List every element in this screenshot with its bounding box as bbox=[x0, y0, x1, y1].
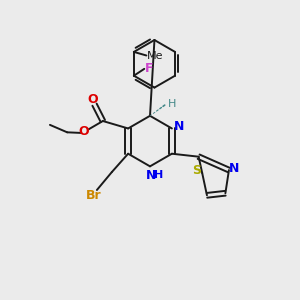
Text: O: O bbox=[78, 125, 88, 138]
Text: N: N bbox=[174, 120, 184, 133]
Text: H: H bbox=[154, 170, 163, 180]
Text: Br: Br bbox=[86, 189, 102, 202]
Text: O: O bbox=[88, 93, 98, 106]
Text: S: S bbox=[192, 164, 201, 177]
Text: N: N bbox=[146, 169, 157, 182]
Text: N: N bbox=[229, 162, 239, 175]
Text: F: F bbox=[145, 62, 153, 75]
Text: H: H bbox=[167, 99, 176, 109]
Text: Me: Me bbox=[147, 51, 164, 62]
